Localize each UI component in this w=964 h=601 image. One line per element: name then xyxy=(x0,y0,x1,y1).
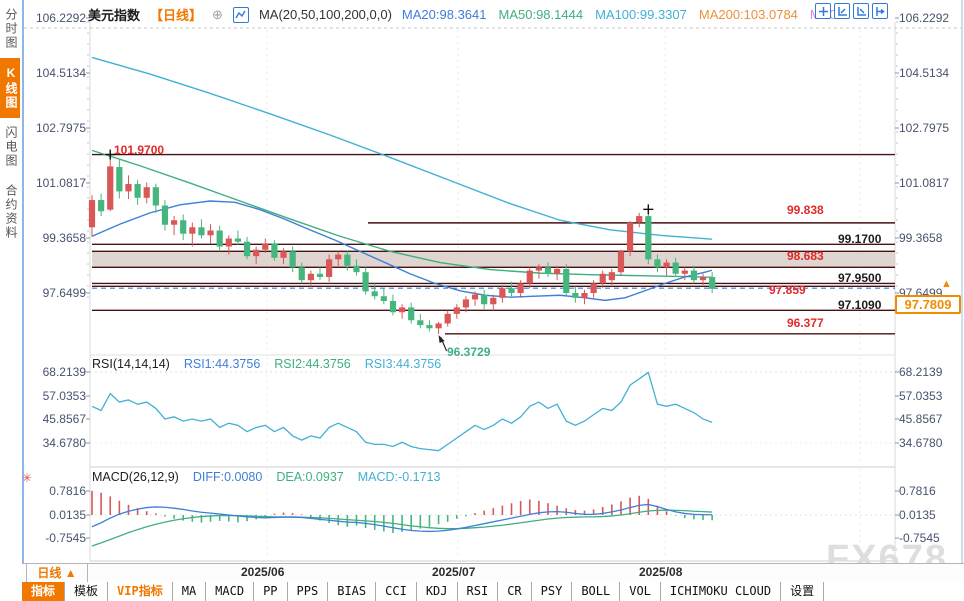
tab-模板[interactable]: 模板 xyxy=(65,582,109,601)
sidebar-item-selected[interactable]: K线图 xyxy=(0,58,20,118)
ma-values: MA20:98.3641 MA50:98.1444 MA100:99.3307 MA2… xyxy=(402,7,837,22)
current-price-tag: 97.7809 xyxy=(895,295,961,314)
price-axis-label-left: 97.6499 xyxy=(42,286,86,300)
indicator-tab-bar: 指标 模板 VIP指标 MA MACD PP PPS BIAS CCI KDJ RSI CR PSY BO… xyxy=(22,582,964,601)
chart-type-sidebar: 分时图 K线图闪电图合约资料 xyxy=(0,0,24,601)
rsi-legend: RSI(14,14,14) RSI1:44.3756 RSI2:44.3756 RSI… xyxy=(92,357,441,371)
price-axis-label-right: 106.2292 xyxy=(899,11,950,25)
price-level-annotation: 98.683 xyxy=(787,249,824,263)
price-axis-label-right: 101.0817 xyxy=(899,176,950,190)
ma-value: MA100:99.3307 xyxy=(595,7,687,22)
tab-CCI[interactable]: CCI xyxy=(376,582,417,601)
price-level-annotation: 96.377 xyxy=(787,316,824,330)
sidebar-item-chart-type[interactable]: 合约资料 xyxy=(4,184,18,240)
ma-value: MA20:98.3641 xyxy=(401,7,487,22)
go-to-latest-icon[interactable] xyxy=(872,3,888,19)
price-level-annotation: 101.9700 xyxy=(114,143,165,157)
tab-MA[interactable]: MA xyxy=(173,582,207,601)
macd-legend-value: DIFF:0.0080 xyxy=(192,470,263,484)
rsi-axis-label-right: 57.0353 xyxy=(899,389,943,403)
price-level-annotation: 97.859 xyxy=(769,283,806,297)
price-level-annotation: 96.3729 xyxy=(447,345,491,359)
price-axis-label-left: 106.2292 xyxy=(35,11,86,25)
rsi-axis-label-left: 45.8567 xyxy=(42,412,86,426)
time-axis-bar: 日线 ▲ 2025/06 2025/07 2025/08 xyxy=(22,563,964,584)
indicator-settings-icon[interactable]: ✳ xyxy=(22,471,33,485)
tab-BOLL[interactable]: BOLL xyxy=(572,582,621,601)
ma-settings-label[interactable]: MA(20,50,100,200,0,0) xyxy=(258,7,392,22)
tab-BIAS[interactable]: BIAS xyxy=(328,582,377,601)
sidebar-item-chart-type[interactable]: 分时图 xyxy=(4,8,18,50)
ma-value: MA200:103.0784 xyxy=(698,7,798,22)
price-axis-label-left: 99.3658 xyxy=(42,231,86,245)
price-axis-label-left: 102.7975 xyxy=(35,121,86,135)
tab-KDJ[interactable]: KDJ xyxy=(417,582,458,601)
tab-指标[interactable]: 指标 xyxy=(22,582,66,601)
macd-axis-label-right: 0.0135 xyxy=(899,508,936,522)
price-level-annotation: 99.838 xyxy=(787,203,824,217)
macd-legend-value: DEA:0.0937 xyxy=(276,470,344,484)
rsi-axis-label-left: 57.0353 xyxy=(42,389,86,403)
rsi-axis-label-left: 34.6780 xyxy=(42,436,86,450)
price-level-annotation: 99.1700 xyxy=(838,232,882,246)
macd-legend-value: MACD:-0.1713 xyxy=(357,470,441,484)
chart-toolbar xyxy=(815,3,888,19)
macd-legend-title: MACD(26,12,9) xyxy=(92,470,179,484)
chart-legend-header: 美元指数 【日线】 ⊕ MA(20,50,100,200,0,0) MA20:98.36… xyxy=(88,5,837,24)
tab-VOL[interactable]: VOL xyxy=(620,582,661,601)
price-axis-label-left: 104.5134 xyxy=(35,66,86,80)
price-up-arrow-icon: ▲ xyxy=(941,278,952,290)
time-axis-month-label: 2025/06 xyxy=(241,565,285,579)
pan-icon[interactable] xyxy=(815,3,831,19)
macd-axis-label-right: 0.7816 xyxy=(899,484,936,498)
time-axis-month-label: 2025/08 xyxy=(639,565,683,579)
rsi-legend-value: RSI1:44.3756 xyxy=(183,357,261,371)
tab-MACD[interactable]: MACD xyxy=(206,582,255,601)
line-chart-icon[interactable] xyxy=(232,6,249,23)
price-level-annotation: 97.9500 xyxy=(838,271,882,285)
symbol-title: 美元指数 xyxy=(88,8,141,23)
sidebar-item-chart-type[interactable]: 闪电图 xyxy=(4,126,18,168)
macd-axis-label-left: -0.7545 xyxy=(45,531,86,545)
macd-axis-label-left: 0.0135 xyxy=(49,508,86,522)
macd-axis-label-right: -0.7545 xyxy=(899,531,940,545)
period-label[interactable]: 【日线】 xyxy=(150,8,203,23)
price-axis-label-left: 101.0817 xyxy=(35,176,86,190)
rsi-axis-label-right: 68.2139 xyxy=(899,365,943,379)
rsi-axis-label-right: 45.8567 xyxy=(899,412,943,426)
macd-axis-label-left: 0.7816 xyxy=(49,484,86,498)
rsi-legend-value: RSI2:44.3756 xyxy=(274,357,351,371)
tab-设置[interactable]: 设置 xyxy=(781,582,825,601)
macd-legend: MACD(26,12,9) DIFF:0.0080 DEA:0.0937 MACD:-… xyxy=(92,470,440,484)
axis-scale-left-icon[interactable] xyxy=(834,3,850,19)
price-level-annotation: 97.1090 xyxy=(838,298,882,312)
axis-scale-right-icon[interactable] xyxy=(853,3,869,19)
tab-PPS[interactable]: PPS xyxy=(288,582,329,601)
period-selector[interactable]: 日线 ▲ xyxy=(26,564,88,582)
tab-RSI[interactable]: RSI xyxy=(458,582,499,601)
tab-CR[interactable]: CR xyxy=(498,582,532,601)
rsi-legend-title: RSI(14,14,14) xyxy=(92,357,170,371)
tab-PSY[interactable]: PSY xyxy=(532,582,573,601)
rsi-axis-label-right: 34.6780 xyxy=(899,436,943,450)
tab-ICHIMOKU CLOUD[interactable]: ICHIMOKU CLOUD xyxy=(661,582,782,601)
ma-value: MA50:98.1444 xyxy=(498,7,584,22)
add-indicator-icon[interactable]: ⊕ xyxy=(212,6,223,22)
tab-PP[interactable]: PP xyxy=(254,582,288,601)
price-axis-label-right: 99.3658 xyxy=(899,231,943,245)
price-axis-label-right: 102.7975 xyxy=(899,121,950,135)
tab-VIP指标[interactable]: VIP指标 xyxy=(108,582,173,601)
rsi-legend-value: RSI3:44.3756 xyxy=(364,357,442,371)
time-axis-month-label: 2025/07 xyxy=(432,565,476,579)
price-axis-label-right: 104.5134 xyxy=(899,66,950,80)
rsi-axis-label-left: 68.2139 xyxy=(42,365,86,379)
